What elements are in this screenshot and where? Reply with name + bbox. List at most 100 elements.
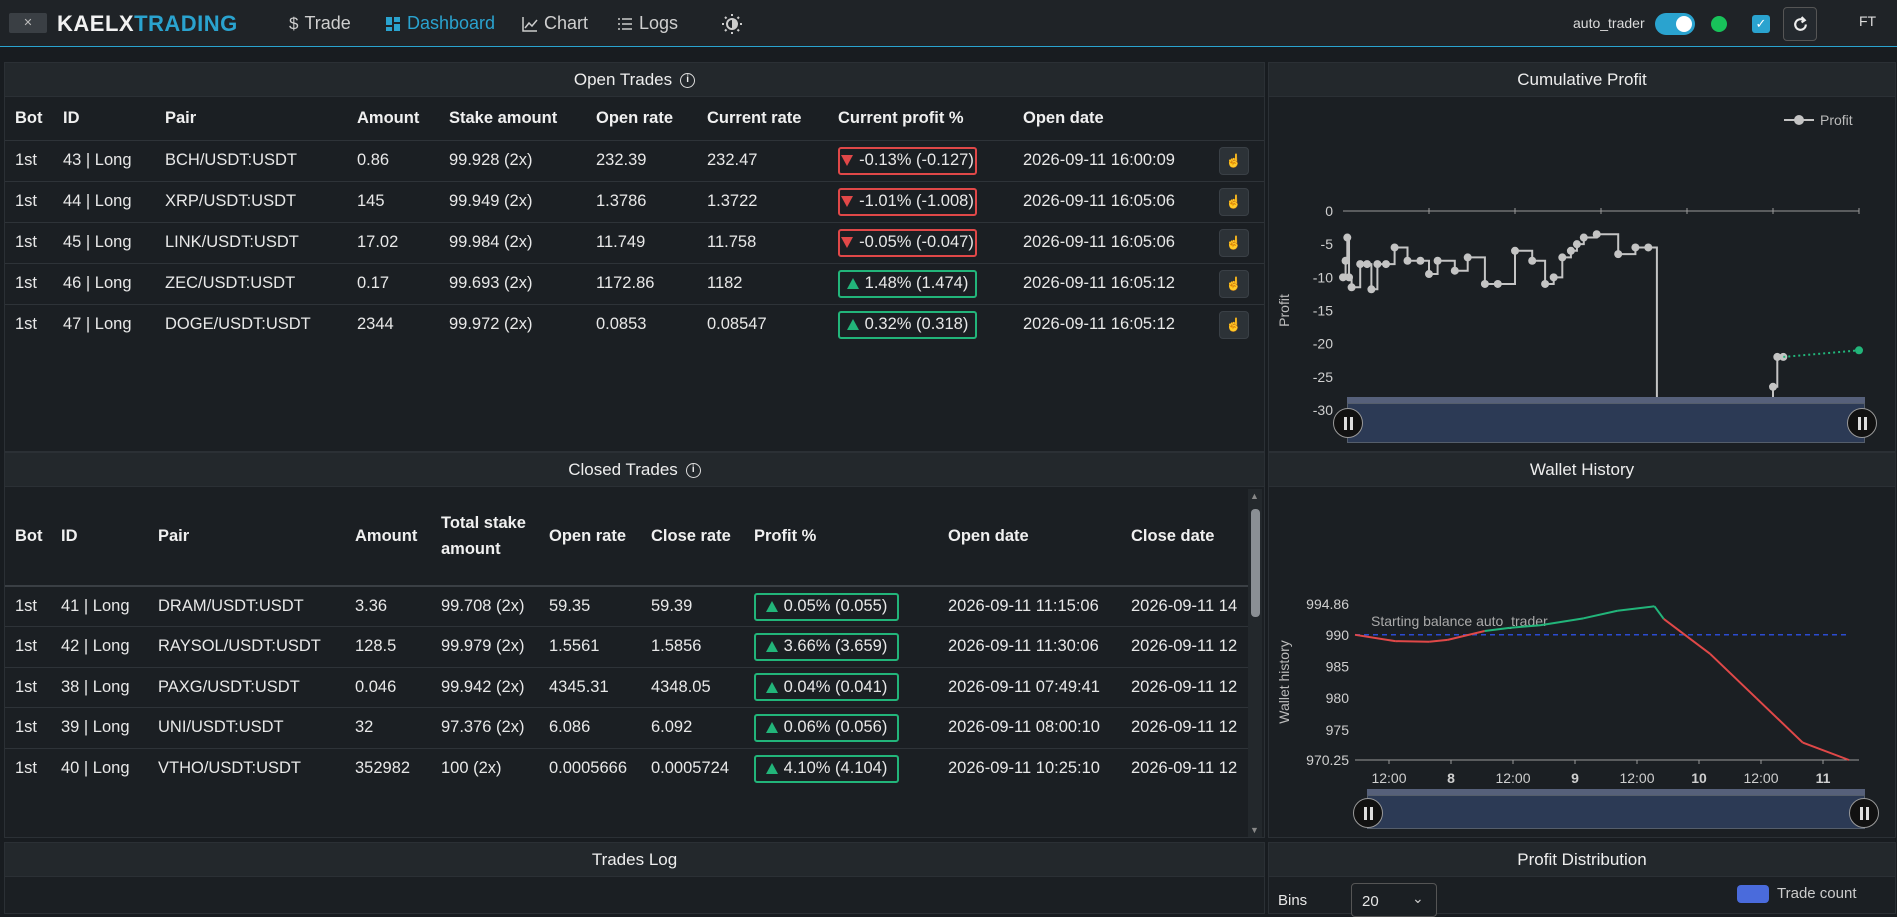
col-current-rate[interactable]: Current rate: [707, 108, 802, 127]
up-arrow-icon: [765, 763, 778, 774]
zoom-slider[interactable]: [1347, 403, 1865, 443]
col-open-rate[interactable]: Open rate: [596, 108, 674, 127]
col-profit[interactable]: Profit %: [754, 526, 817, 545]
cell-close-rate: 59.39: [651, 597, 693, 615]
cell-profit: 0.04% (0.041): [744, 667, 938, 708]
legend-trade-count[interactable]: Trade count: [1777, 885, 1857, 902]
nav-dashboard[interactable]: Dashboard: [385, 13, 495, 34]
scroll-thumb[interactable]: [1251, 509, 1260, 617]
select-bot-checkbox[interactable]: ✓: [1752, 15, 1770, 33]
cell-pair: VTHO/USDT:USDT: [158, 759, 302, 777]
profit-badge: 0.06% (0.056): [754, 713, 899, 742]
zoom-handle-right[interactable]: [1849, 798, 1879, 828]
table-row[interactable]: 1st 46 | Long ZEC/USDT:USDT 0.17 99.693 …: [5, 263, 1264, 304]
trade-actions-button[interactable]: ☝: [1219, 310, 1249, 339]
col-stake-amount[interactable]: Stake amount: [449, 108, 558, 127]
nav-chart[interactable]: Chart: [522, 13, 588, 34]
cell-id: 45 | Long: [63, 233, 132, 251]
scroll-up-icon[interactable]: ▲: [1250, 491, 1259, 501]
profit-point: [1631, 243, 1640, 252]
y-tick-label: 0: [1325, 203, 1333, 219]
col-total-stake[interactable]: Total stake amount: [441, 514, 526, 558]
col-close-date[interactable]: Close date: [1131, 526, 1215, 545]
up-arrow-icon: [846, 319, 859, 331]
table-row[interactable]: 1st 45 | Long LINK/USDT:USDT 17.02 99.98…: [5, 222, 1264, 263]
avatar[interactable]: FT: [1859, 13, 1877, 29]
theme-toggle-icon[interactable]: [721, 13, 743, 35]
table-row[interactable]: 1st 44 | Long XRP/USDT:USDT 145 99.949 (…: [5, 181, 1264, 222]
col-id[interactable]: ID: [63, 108, 80, 127]
dashboard-icon: [386, 16, 400, 31]
col-pair[interactable]: Pair: [165, 108, 197, 127]
profit-distribution-header: Profit Distribution: [1269, 843, 1895, 877]
scroll-down-icon[interactable]: ▼: [1250, 825, 1259, 835]
info-icon[interactable]: i: [685, 463, 701, 479]
info-icon[interactable]: i: [680, 73, 696, 89]
cell-bot: 1st: [15, 151, 38, 169]
cell-open-date: 2026-09-11 16:05:12: [1023, 274, 1175, 292]
trade-actions-button[interactable]: ☝: [1219, 228, 1249, 257]
table-row[interactable]: 1st 41 | Long DRAM/USDT:USDT 3.36 99.708…: [5, 586, 1248, 627]
refresh-icon: [1794, 16, 1807, 31]
brand-title[interactable]: KAELXTRADING: [57, 11, 238, 36]
trade-actions-button[interactable]: ☝: [1219, 269, 1249, 298]
zoom-handle-left[interactable]: [1353, 798, 1383, 828]
wallet-segment: [1354, 633, 1396, 643]
closed-trades-scrollbar[interactable]: ▲ ▼: [1248, 489, 1262, 837]
table-row[interactable]: 1st 47 | Long DOGE/USDT:USDT 2344 99.972…: [5, 304, 1264, 345]
col-current-profit[interactable]: Current profit %: [838, 108, 964, 127]
zoom-handle-left[interactable]: [1333, 408, 1363, 438]
col-open-date[interactable]: Open date: [948, 526, 1029, 545]
y-tick-label: 980: [1326, 690, 1350, 706]
col-bot[interactable]: Bot: [15, 526, 43, 545]
col-bot[interactable]: Bot: [15, 108, 43, 127]
col-open-rate[interactable]: Open rate: [549, 527, 627, 545]
cell-action: ☝: [1209, 263, 1264, 304]
list-icon: [618, 17, 632, 30]
table-row[interactable]: 1st 39 | Long UNI/USDT:USDT 32 97.376 (2…: [5, 707, 1248, 749]
table-row[interactable]: 1st 43 | Long BCH/USDT:USDT 0.86 99.928 …: [5, 140, 1264, 181]
nav-logs[interactable]: Logs: [617, 13, 678, 34]
trade-actions-button[interactable]: ☝: [1219, 146, 1249, 175]
zoom-slider[interactable]: [1367, 795, 1865, 829]
up-arrow-icon: [846, 278, 859, 289]
y-axis-label: Wallet history: [1276, 640, 1292, 724]
zoom-handle-right[interactable]: [1847, 408, 1877, 438]
cell-pair: PAXG/USDT:USDT: [158, 677, 300, 696]
col-close-rate[interactable]: Close rate: [651, 527, 731, 545]
bot-toggle[interactable]: [1655, 13, 1695, 35]
open-profit-line: [1783, 349, 1860, 358]
table-row[interactable]: 1st 42 | Long RAYSOL/USDT:USDT 128.5 99.…: [5, 626, 1248, 668]
profit-point: [1347, 283, 1356, 292]
cell-amount: 17.02: [357, 233, 399, 251]
table-row[interactable]: 1st 38 | Long PAXG/USDT:USDT 0.046 99.94…: [5, 667, 1248, 708]
logo-icon[interactable]: ✕: [9, 13, 47, 33]
col-pair[interactable]: Pair: [158, 526, 190, 545]
cell-bot: 1st: [15, 637, 38, 656]
bins-select[interactable]: 20 ⌄: [1351, 883, 1437, 917]
refresh-button[interactable]: [1783, 7, 1817, 41]
nav-trade[interactable]: $ Trade: [289, 13, 351, 33]
status-online-dot: [1711, 16, 1727, 32]
profit-badge: 0.04% (0.041): [754, 673, 899, 702]
col-id[interactable]: ID: [61, 526, 78, 545]
wallet-history-chart[interactable]: 994.86 990 985 980 975 970.25 12:00 8 12:00 9 12:0…: [1269, 488, 1895, 838]
col-open-date[interactable]: Open date: [1023, 108, 1104, 127]
profit-point: [1356, 260, 1365, 269]
bot-name-label: auto_trader: [1573, 15, 1645, 31]
wallet-segment: [1583, 609, 1618, 620]
wallet-segment: [1484, 626, 1510, 632]
cell-amount: 32: [355, 718, 374, 737]
wallet-segment: [1802, 741, 1850, 761]
profit-point: [1566, 246, 1575, 255]
x-tick-label: 10: [1691, 770, 1707, 786]
hand-pointer-icon: ☝: [1225, 193, 1243, 209]
y-tick-label: 970.25: [1306, 752, 1349, 768]
cell-close-date: 2026-09-11 12: [1131, 718, 1238, 737]
col-amount[interactable]: Amount: [355, 526, 418, 545]
cumulative-profit-chart[interactable]: 0-5-10-15-20-25-308910111213ProfitProfit: [1269, 98, 1895, 452]
cell-id: 47 | Long: [63, 315, 132, 334]
trade-actions-button[interactable]: ☝: [1219, 187, 1249, 216]
col-amount[interactable]: Amount: [357, 108, 420, 127]
table-row[interactable]: 1st 40 | Long VTHO/USDT:USDT 352982 100 …: [5, 748, 1248, 789]
